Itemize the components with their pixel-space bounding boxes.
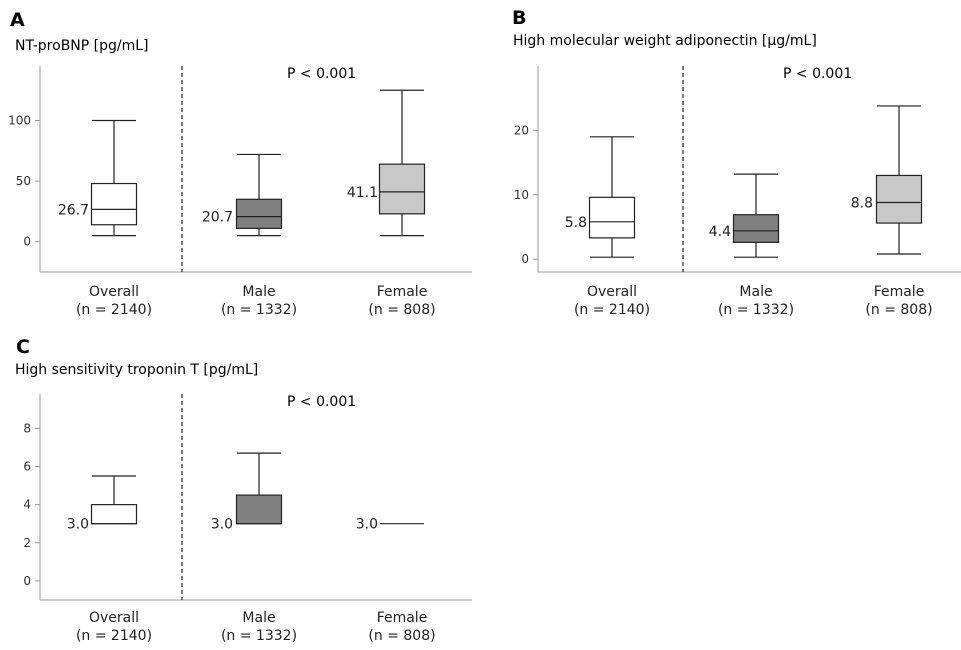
- iqr-box: [235, 494, 283, 525]
- category-n-label: (n = 2140): [574, 302, 650, 318]
- category-n-label: (n = 808): [368, 628, 435, 644]
- panel-a-pvalue: P < 0.001: [287, 66, 356, 82]
- median-label: 3.0: [356, 517, 378, 533]
- median-label: 26.7: [58, 202, 89, 218]
- panel-b: B High molecular weight adiponectin [μg/…: [512, 7, 961, 318]
- panel-a-plot: 0 50 100 26.7 Overall (n = 2140) 20.7 Male (n = …: [8, 66, 472, 318]
- panel-b-pvalue: P < 0.001: [783, 66, 852, 82]
- median-label: 41.1: [347, 185, 378, 201]
- median-label: 4.4: [709, 224, 731, 240]
- y-tick-label: 10: [514, 188, 529, 202]
- panel-b-title: High molecular weight adiponectin [μg/mL…: [513, 33, 817, 49]
- category-n-label: (n = 2140): [76, 302, 152, 318]
- iqr-box: [90, 182, 138, 226]
- category-label: Overall: [89, 610, 139, 626]
- iqr-box: [378, 163, 426, 215]
- box-male: 3.0 Male (n = 1332): [211, 452, 297, 644]
- panel-c-plot: 0 2 4 6 8 3.0 Overall (n = 2140) 3.0 Male (n = 133…: [23, 394, 472, 644]
- box-overall: 3.0 Overall (n = 2140): [67, 475, 152, 644]
- y-tick-label: 0: [23, 235, 31, 249]
- category-label: Female: [874, 284, 925, 300]
- panel-a: A NT-proBNP [pg/mL] P < 0.001 0 50 100 26.7…: [8, 9, 472, 318]
- panel-c-title: High sensitivity troponin T [pg/mL]: [15, 362, 258, 378]
- median-label: 8.8: [851, 195, 873, 211]
- panel-a-letter: A: [10, 9, 25, 31]
- category-n-label: (n = 808): [865, 302, 932, 318]
- box-male: 20.7 Male (n = 1332): [202, 153, 297, 318]
- category-n-label: (n = 1332): [221, 628, 297, 644]
- panel-c-pvalue: P < 0.001: [287, 394, 356, 410]
- category-label: Overall: [587, 284, 637, 300]
- y-tick-label: 50: [16, 174, 31, 188]
- category-n-label: (n = 2140): [76, 628, 152, 644]
- median-label: 3.0: [67, 517, 89, 533]
- y-tick-label: 0: [521, 252, 529, 266]
- y-tick-label: 6: [23, 459, 31, 473]
- box-female: 3.0 Female (n = 808): [356, 517, 436, 644]
- panel-b-plot: 0 10 20 5.8 Overall (n = 2140) 4.4 Male (n = 133…: [514, 66, 961, 318]
- iqr-box: [588, 196, 636, 239]
- category-n-label: (n = 808): [368, 302, 435, 318]
- iqr-box: [235, 198, 283, 229]
- category-n-label: (n = 1332): [718, 302, 794, 318]
- box-overall: 5.8 Overall (n = 2140): [565, 136, 650, 318]
- median-label: 5.8: [565, 215, 587, 231]
- median-label: 3.0: [211, 517, 233, 533]
- y-tick-label: 100: [8, 114, 31, 128]
- panel-a-title: NT-proBNP [pg/mL]: [15, 38, 149, 54]
- box-female: 8.8 Female (n = 808): [851, 105, 933, 318]
- y-tick-label: 0: [23, 574, 31, 588]
- category-label: Male: [739, 284, 772, 300]
- iqr-box: [90, 504, 138, 525]
- iqr-box: [732, 214, 780, 243]
- category-label: Male: [242, 284, 275, 300]
- panel-b-letter: B: [512, 7, 526, 29]
- y-tick-label: 4: [23, 498, 31, 512]
- y-tick-label: 2: [23, 536, 31, 550]
- iqr-box: [875, 174, 923, 224]
- panel-c-letter: C: [16, 336, 30, 358]
- category-label: Overall: [89, 284, 139, 300]
- panel-c: C High sensitivity troponin T [pg/mL] P …: [15, 336, 472, 644]
- category-label: Female: [377, 284, 428, 300]
- category-label: Female: [377, 610, 428, 626]
- median-label: 20.7: [202, 210, 233, 226]
- category-label: Male: [242, 610, 275, 626]
- y-tick-label: 8: [23, 421, 31, 435]
- y-tick-label: 20: [514, 123, 529, 137]
- box-female: 41.1 Female (n = 808): [347, 89, 436, 318]
- category-n-label: (n = 1332): [221, 302, 297, 318]
- box-male: 4.4 Male (n = 1332): [709, 173, 794, 318]
- box-overall: 26.7 Overall (n = 2140): [58, 119, 152, 318]
